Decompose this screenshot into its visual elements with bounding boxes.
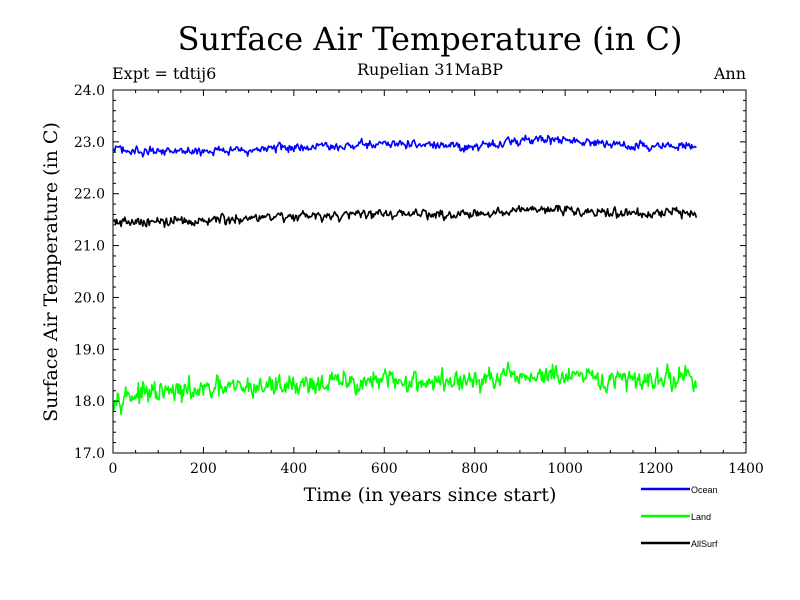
x-tick-label: 200 — [190, 461, 217, 477]
series-line-land — [112, 361, 698, 416]
y-tick-label: 18.0 — [74, 394, 105, 410]
y-tick-label: 22.0 — [74, 187, 105, 203]
legend-label-ocean: Ocean — [691, 485, 718, 495]
legend: Ocean Land AllSurf — [641, 485, 718, 549]
y-axis-label: Surface Air Temperature (in C) — [40, 122, 62, 422]
y-tick-label: 21.0 — [74, 239, 105, 255]
x-tick-label: 0 — [109, 461, 118, 477]
chart-subtitle: Rupelian 31MaBP — [357, 60, 503, 79]
series-layer — [112, 134, 698, 416]
expt-label: Expt = tdtij6 — [112, 64, 216, 83]
legend-label-land: Land — [691, 512, 711, 522]
x-tick-label: 600 — [371, 461, 398, 477]
y-tick-label: 17.0 — [74, 446, 105, 462]
series-line-allsurf — [112, 204, 698, 228]
y-tick-label: 24.0 — [74, 83, 105, 99]
chart-title: Surface Air Temperature (in C) — [178, 20, 683, 58]
x-tick-label: 800 — [461, 461, 488, 477]
x-axis-label: Time (in years since start) — [304, 484, 557, 506]
x-tick-label: 400 — [280, 461, 307, 477]
y-tick-label: 23.0 — [74, 135, 105, 151]
x-tick-label: 1200 — [638, 461, 674, 477]
legend-label-allsurf: AllSurf — [691, 539, 718, 549]
x-tick-label: 1000 — [547, 461, 583, 477]
y-tick-label: 19.0 — [74, 342, 105, 358]
y-tick-label: 20.0 — [74, 290, 105, 306]
x-tick-label: 1400 — [728, 461, 764, 477]
tick-layer: 0 200 400 600 800 1000 1200 1400 17.0 18.0 19.0 20.… — [74, 83, 764, 477]
season-label: Ann — [713, 64, 746, 83]
series-line-ocean — [112, 134, 697, 158]
